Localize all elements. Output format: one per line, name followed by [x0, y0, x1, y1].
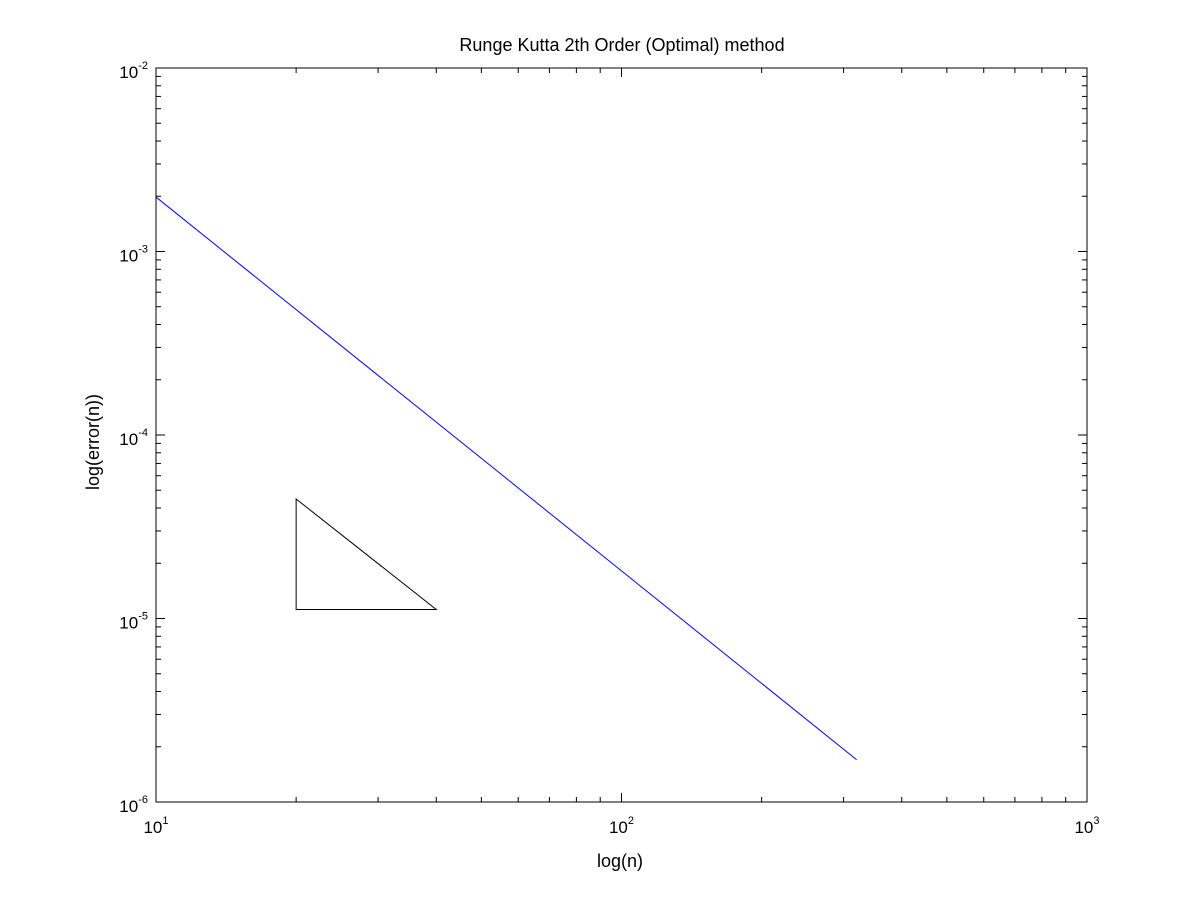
x-tick-label: 101: [143, 815, 168, 837]
series-line-1: [155, 196, 857, 761]
y-tick-label: 10-6: [119, 794, 148, 816]
y-tick-label: 10-3: [119, 244, 148, 266]
y-tick-label: 10-4: [119, 427, 148, 449]
slope-triangle: [295, 497, 438, 610]
x-axis-label: log(n): [597, 851, 643, 871]
x-tick-label: 102: [609, 815, 634, 837]
plot-area: 101 102 103 10-6 10-5 10-4 10-3 10-2: [119, 60, 1099, 837]
y-tick-label: 10-5: [119, 611, 148, 633]
chart-title: Runge Kutta 2th Order (Optimal) method: [459, 35, 784, 55]
y-tick-label: 10-2: [119, 60, 148, 82]
axes-box: [155, 67, 1088, 803]
x-tick-label: 103: [1074, 815, 1099, 837]
y-axis-label: log(error(n)): [83, 394, 103, 490]
